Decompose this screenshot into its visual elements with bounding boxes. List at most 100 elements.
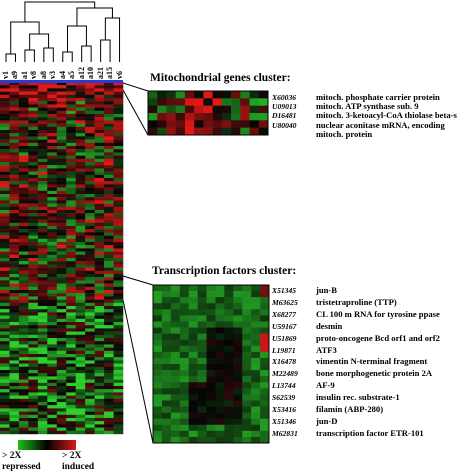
- heatmap-cell: [94, 408, 105, 412]
- heatmap-cell: [37, 299, 48, 303]
- tf-cell: [206, 406, 216, 413]
- tf-cell: [260, 309, 270, 316]
- heatmap-cell: [75, 264, 86, 268]
- mito-cell: [221, 127, 232, 136]
- heatmap-cell: [66, 405, 76, 409]
- heatmap-cell: [0, 430, 10, 435]
- heatmap-cell: [0, 418, 10, 422]
- heatmap-cell: [104, 389, 114, 393]
- heatmap-cell: [75, 354, 86, 358]
- heatmap-cell: [18, 408, 29, 412]
- heatmap-cell: [94, 286, 105, 291]
- heatmap-cell: [37, 181, 48, 185]
- heatmap-cell: [94, 238, 105, 243]
- heatmap-cell: [18, 405, 29, 409]
- heatmap-cell: [28, 370, 39, 374]
- heatmap-cell: [104, 251, 114, 255]
- heatmap-cell: [37, 418, 48, 422]
- heatmap-cell: [18, 392, 29, 396]
- legend-gradient-bar: [18, 440, 76, 450]
- tf-cell: [197, 382, 207, 389]
- heatmap-cell: [18, 363, 29, 367]
- heatmap-cell: [47, 254, 58, 259]
- heatmap-cell: [47, 421, 58, 425]
- heatmap-cell: [47, 418, 58, 422]
- heatmap-cell: [56, 360, 67, 364]
- heatmap-cell: [113, 232, 124, 236]
- heatmap-cell: [75, 405, 86, 409]
- heatmap-cell: [113, 162, 124, 166]
- tf-cell: [242, 370, 252, 377]
- mito-connector-bottom: [122, 89, 149, 136]
- heatmap-cell: [0, 245, 10, 249]
- heatmap-cell: [94, 264, 105, 268]
- heatmap-cell: [75, 226, 86, 230]
- heatmap-cell: [28, 91, 39, 95]
- heatmap-cell: [28, 210, 39, 214]
- heatmap-cell: [56, 152, 67, 156]
- heatmap-cell: [28, 264, 39, 268]
- tf-cell: [260, 285, 270, 292]
- heatmap-cell: [18, 283, 29, 287]
- tf-cell: [224, 406, 234, 413]
- heatmap-cell: [37, 82, 48, 86]
- tf-cell: [242, 333, 252, 340]
- heatmap-cell: [47, 376, 58, 380]
- heatmap-cell: [85, 360, 95, 364]
- heatmap-cell: [66, 411, 76, 415]
- heatmap-cell: [37, 222, 48, 227]
- tf-cell: [233, 357, 243, 365]
- heatmap-cell: [56, 341, 67, 345]
- heatmap-cell: [104, 370, 114, 374]
- heatmap-cell: [9, 238, 20, 243]
- heatmap-cell: [56, 101, 67, 105]
- mito-cell: [148, 120, 158, 128]
- heatmap-cell: [113, 130, 124, 134]
- heatmap-cell: [94, 155, 105, 159]
- heatmap-cell: [85, 302, 95, 307]
- tf-cell: [224, 339, 234, 347]
- heatmap-cell: [9, 274, 20, 278]
- heatmap-cell: [37, 226, 48, 230]
- legend-repressed-2: repressed: [2, 462, 41, 472]
- heatmap-cell: [94, 366, 105, 371]
- heatmap-cell: [104, 405, 114, 409]
- heatmap-cell: [113, 283, 124, 287]
- mito-cell: [194, 98, 204, 106]
- heatmap-cell: [0, 286, 10, 291]
- heatmap-cell: [113, 302, 124, 307]
- heatmap-cell: [0, 162, 10, 166]
- heatmap-cell: [56, 405, 67, 409]
- heatmap-cell: [47, 133, 58, 137]
- mito-cell: [203, 120, 213, 128]
- tf-cell: [188, 345, 198, 353]
- heatmap-cell: [18, 136, 29, 140]
- tf-cell: [260, 430, 270, 438]
- heatmap-cell: [0, 232, 10, 236]
- heatmap-cell: [56, 187, 67, 191]
- heatmap-cell: [56, 146, 67, 150]
- heatmap-cell: [104, 366, 114, 371]
- heatmap-cell: [56, 254, 67, 259]
- tf-cell: [260, 382, 270, 389]
- heatmap-cell: [56, 421, 67, 425]
- heatmap-cell: [37, 219, 48, 223]
- heatmap-cell: [56, 293, 67, 297]
- heatmap-cell: [85, 94, 95, 99]
- tf-cell: [251, 370, 261, 377]
- tf-cell: [233, 315, 243, 322]
- heatmap-cell: [47, 98, 58, 102]
- heatmap-cell: [66, 142, 76, 147]
- heatmap-cell: [47, 389, 58, 393]
- tf-cell: [170, 418, 181, 426]
- heatmap-cell: [75, 203, 86, 207]
- heatmap-cell: [75, 190, 86, 195]
- heatmap-cell: [56, 168, 67, 172]
- mito-cell: [249, 98, 260, 106]
- heatmap-cell: [28, 379, 39, 383]
- heatmap-cell: [9, 139, 20, 143]
- heatmap-cell: [28, 235, 39, 239]
- heatmap-cell: [94, 322, 105, 326]
- tf-cell: [242, 351, 252, 359]
- heatmap-cell: [47, 373, 58, 377]
